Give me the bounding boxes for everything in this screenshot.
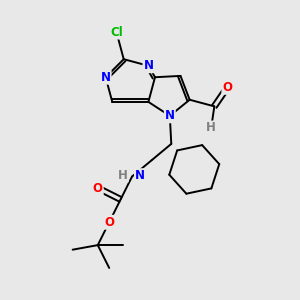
Text: H: H <box>206 122 216 134</box>
Text: N: N <box>135 169 145 182</box>
Text: H: H <box>118 169 128 182</box>
Text: Cl: Cl <box>110 26 123 38</box>
Text: N: N <box>101 71 111 84</box>
Text: N: N <box>165 109 175 122</box>
Text: O: O <box>93 182 103 194</box>
Text: N: N <box>143 59 153 72</box>
Text: O: O <box>222 81 233 94</box>
Text: O: O <box>104 216 114 229</box>
